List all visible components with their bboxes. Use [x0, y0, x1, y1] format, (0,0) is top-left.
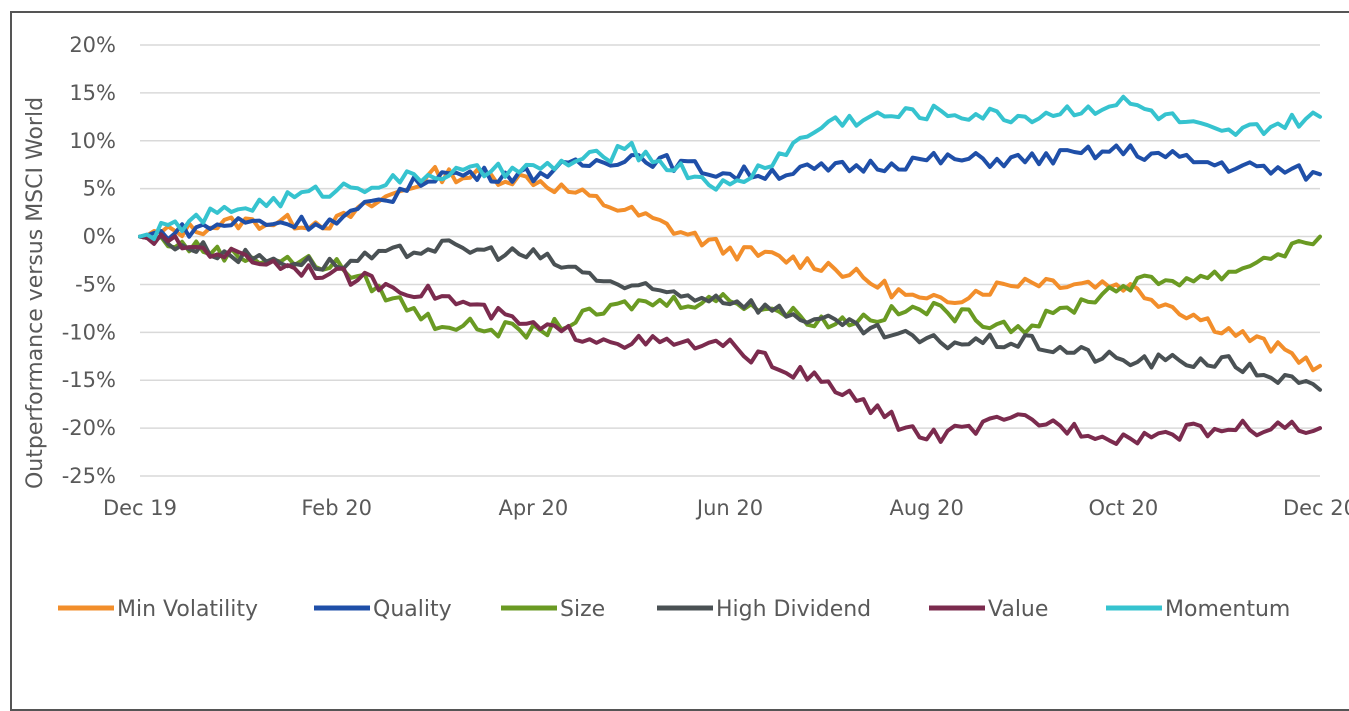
series-line-min-volatility	[138, 165, 1322, 373]
x-tick-label: Aug 20	[889, 496, 963, 520]
x-tick-label: Apr 20	[498, 496, 568, 520]
legend-label: Value	[988, 597, 1048, 622]
x-axis-ticks: Dec 19 Feb 20 Apr 20 Jun 20 Aug 20 Oct 20 Dec …	[103, 496, 1349, 520]
y-tick-label: 10%	[69, 129, 116, 153]
x-tick-label: Feb 20	[301, 496, 372, 520]
x-tick-label: Dec 20	[1283, 496, 1349, 520]
y-tick-label: -25%	[62, 464, 116, 488]
y-tick-label: -15%	[62, 368, 116, 392]
series-line-value	[138, 232, 1322, 446]
y-axis-label: Outperformance versus MSCI World	[23, 97, 48, 489]
y-tick-label: 5%	[83, 177, 116, 201]
legend-label: Min Volatility	[117, 597, 258, 622]
series-lines	[138, 94, 1322, 446]
legend-label: Quality	[373, 597, 452, 622]
legend-label: Size	[560, 597, 605, 622]
x-tick-label: Jun 20	[695, 496, 763, 520]
y-tick-label: 20%	[69, 33, 116, 57]
y-tick-label: -20%	[62, 416, 116, 440]
series-line-quality	[138, 143, 1322, 242]
y-tick-label: -5%	[75, 272, 116, 296]
line-chart: 20% 15% 10% 5% 0% -5% -10% -15% -20% -25% Dec 19 F…	[23, 33, 1349, 622]
y-axis-ticks: 20% 15% 10% 5% 0% -5% -10% -15% -20% -25%	[62, 33, 116, 488]
series-line-momentum	[138, 94, 1322, 242]
y-tick-label: -10%	[62, 320, 116, 344]
y-tick-label: 15%	[69, 81, 116, 105]
legend-label: High Dividend	[716, 597, 871, 622]
legend-label: Momentum	[1165, 597, 1290, 622]
series-line-high-dividend	[138, 233, 1322, 392]
gridlines	[140, 44, 1320, 477]
legend: Min Volatility Quality Size High Dividend Va…	[58, 597, 1290, 622]
series-line-size	[138, 234, 1322, 340]
x-tick-label: Dec 19	[103, 496, 177, 520]
x-tick-label: Oct 20	[1088, 496, 1158, 520]
y-tick-label: 0%	[83, 225, 116, 249]
